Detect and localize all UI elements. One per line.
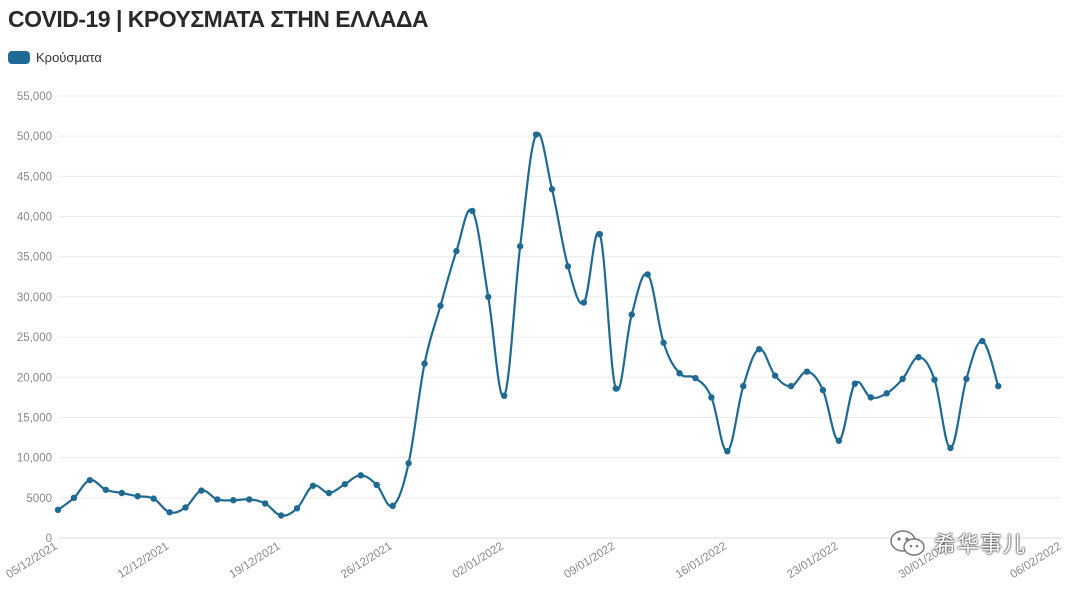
data-point bbox=[851, 380, 859, 387]
legend-swatch bbox=[8, 51, 30, 64]
data-point bbox=[150, 495, 157, 502]
x-tick-label: 26/12/2021 bbox=[339, 540, 394, 581]
data-point bbox=[261, 500, 269, 507]
y-tick-label: 15,000 bbox=[17, 412, 52, 424]
data-point bbox=[771, 372, 779, 379]
x-tick-label: 12/12/2021 bbox=[116, 540, 171, 581]
y-tick-label: 0 bbox=[46, 533, 52, 545]
x-tick-label: 16/01/2022 bbox=[674, 540, 729, 581]
gridlines bbox=[58, 95, 1062, 539]
data-point bbox=[134, 493, 141, 500]
data-point bbox=[277, 512, 285, 519]
data-point bbox=[596, 231, 604, 238]
data-point bbox=[835, 437, 843, 444]
data-point bbox=[182, 504, 189, 511]
data-point bbox=[54, 506, 62, 514]
data-point bbox=[931, 376, 938, 383]
data-point bbox=[516, 243, 524, 250]
y-tick-label: 45,000 bbox=[17, 171, 52, 183]
data-point bbox=[469, 207, 476, 215]
data-point bbox=[501, 392, 508, 399]
y-tick-label: 5000 bbox=[26, 493, 52, 505]
data-point bbox=[166, 509, 173, 516]
legend: Κρούσματα bbox=[8, 50, 102, 65]
data-point bbox=[102, 486, 110, 493]
data-point bbox=[564, 263, 572, 270]
data-point bbox=[246, 496, 253, 503]
data-point bbox=[756, 345, 763, 353]
data-point bbox=[979, 337, 986, 345]
data-point bbox=[644, 271, 651, 278]
data-point bbox=[883, 390, 890, 397]
data-point bbox=[548, 186, 556, 193]
data-point bbox=[357, 472, 364, 479]
y-tick-label: 35,000 bbox=[17, 252, 52, 264]
data-point bbox=[70, 494, 78, 502]
data-point bbox=[995, 382, 1002, 390]
data-point bbox=[803, 368, 811, 375]
data-point bbox=[230, 497, 237, 504]
data-point bbox=[899, 375, 906, 383]
wechat-icon bbox=[890, 530, 925, 556]
data-point bbox=[325, 489, 333, 497]
data-point bbox=[819, 386, 827, 394]
data-point bbox=[86, 476, 94, 484]
data-point bbox=[580, 299, 588, 306]
data-point bbox=[947, 444, 954, 452]
x-tick-label: 05/12/2021 bbox=[4, 540, 59, 581]
data-point bbox=[437, 302, 444, 309]
data-point bbox=[341, 480, 349, 488]
data-point bbox=[708, 394, 715, 401]
watermark-text: 希华事儿 bbox=[934, 533, 1027, 558]
data-point bbox=[118, 489, 125, 497]
data-point bbox=[963, 375, 970, 383]
x-tick-label: 19/12/2021 bbox=[228, 540, 283, 581]
y-axis: 0 5000 10,000 15,000 20,000 25,000 30,000 35,00… bbox=[17, 91, 52, 545]
data-point bbox=[309, 482, 317, 489]
x-tick-label: 09/01/2022 bbox=[562, 540, 617, 581]
y-tick-label: 50,000 bbox=[17, 131, 52, 143]
watermark: 希华事儿 bbox=[888, 527, 1026, 559]
data-point bbox=[724, 448, 731, 455]
legend-label: Κρούσματα bbox=[36, 50, 102, 65]
chart-title: COVID-19 | ΚΡΟΥΣΜΑΤΑ ΣΤΗΝ ΕΛΛΑΔΑ bbox=[8, 6, 429, 32]
data-point bbox=[532, 131, 540, 138]
data-point bbox=[389, 502, 396, 510]
data-point bbox=[660, 339, 667, 346]
data-point bbox=[453, 247, 460, 255]
y-tick-label: 30,000 bbox=[17, 292, 52, 304]
data-point bbox=[692, 374, 699, 382]
y-tick-label: 25,000 bbox=[17, 332, 52, 344]
data-point bbox=[787, 382, 795, 390]
x-tick-label: 02/01/2022 bbox=[451, 540, 506, 581]
data-point bbox=[740, 382, 747, 390]
data-point bbox=[915, 353, 922, 361]
data-point bbox=[676, 370, 683, 377]
series-group bbox=[54, 131, 1002, 519]
data-point bbox=[485, 293, 492, 301]
data-point bbox=[373, 481, 380, 489]
data-point bbox=[198, 487, 205, 494]
data-point bbox=[612, 385, 619, 392]
data-point bbox=[214, 496, 221, 503]
y-tick-label: 40,000 bbox=[17, 212, 52, 224]
y-tick-label: 10,000 bbox=[17, 453, 52, 465]
data-point bbox=[293, 505, 301, 512]
x-tick-label: 23/01/2022 bbox=[785, 540, 840, 581]
data-point bbox=[867, 394, 874, 401]
y-tick-label: 55,000 bbox=[17, 91, 52, 103]
data-point bbox=[405, 460, 412, 467]
data-point bbox=[628, 311, 635, 318]
y-tick-label: 20,000 bbox=[17, 372, 52, 384]
data-point bbox=[421, 360, 428, 367]
series-line bbox=[57, 131, 1000, 517]
